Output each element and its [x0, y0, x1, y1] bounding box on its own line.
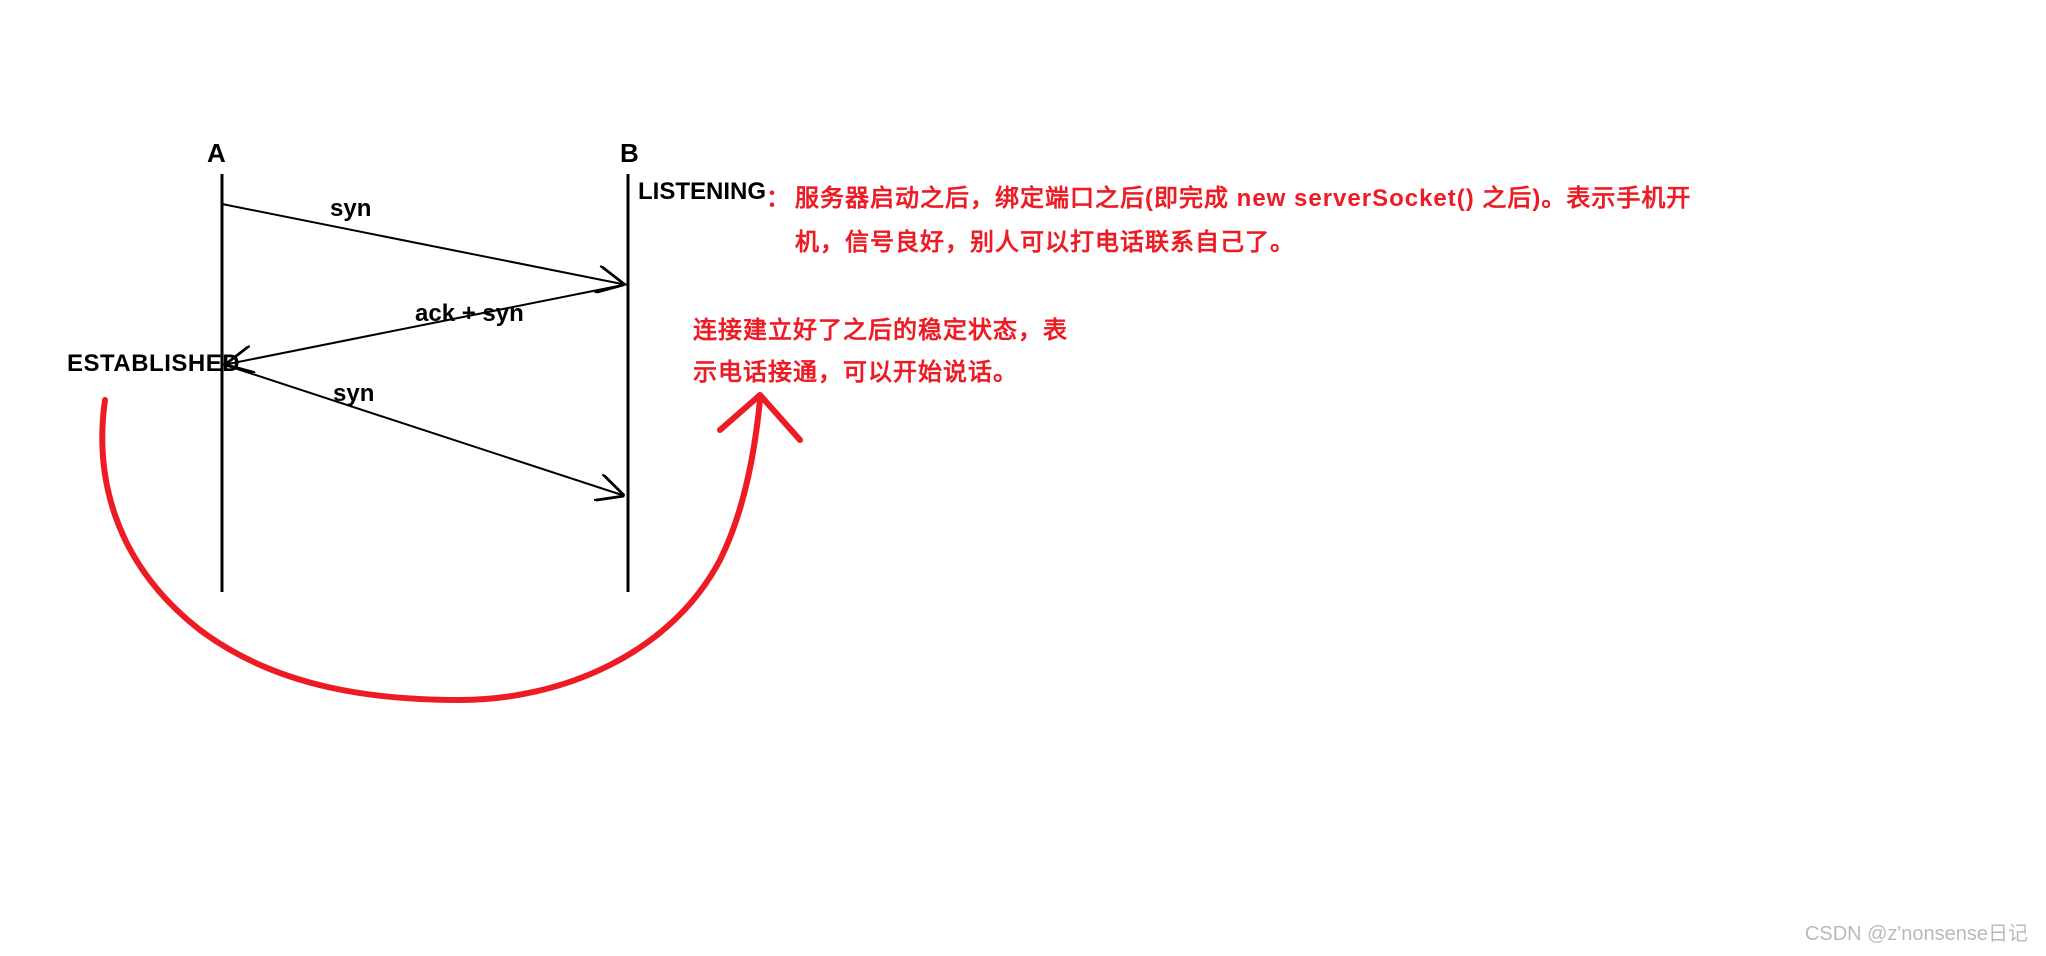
listening-note-line2: 机，信号良好，别人可以打电话联系自己了。 — [795, 222, 1295, 257]
listening-note-line1: 服务器启动之后，绑定端口之后(即完成 new serverSocket() 之后… — [795, 178, 1691, 213]
watermark: CSDN @z'nonsense日记 — [1805, 917, 2028, 946]
listening-colon: ： — [766, 178, 790, 213]
msg1-label: syn — [330, 195, 371, 223]
tcp-handshake-diagram — [0, 0, 2046, 956]
msg2-label: ack + syn — [415, 300, 524, 328]
annotation-curve — [102, 400, 760, 700]
arrow-syn-2 — [222, 364, 622, 495]
established-note-line1: 连接建立好了之后的稳定状态，表 — [693, 310, 1068, 345]
party-b-label: B — [620, 138, 639, 169]
established-note-line2: 示电话接通，可以开始说话。 — [693, 352, 1018, 387]
state-listening: LISTENING — [638, 178, 766, 206]
arrow-syn-1 — [222, 204, 622, 284]
state-established: ESTABLISHED — [67, 350, 240, 378]
party-a-label: A — [207, 138, 226, 169]
msg3-label: syn — [333, 380, 374, 408]
